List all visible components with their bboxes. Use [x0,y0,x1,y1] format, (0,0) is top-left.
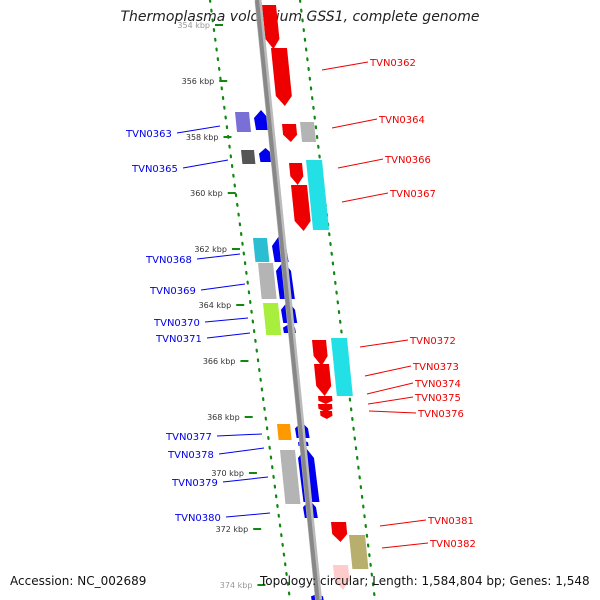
gene-label-reverse: TVN0373 [412,362,459,373]
reverse-arrow [289,163,304,185]
scale-tick-label: 368 kbp [207,413,240,422]
leader-line [182,159,229,169]
leader-line [204,317,249,323]
scale-tick-label: 358 kbp [186,133,219,142]
reverse-arrow [331,522,348,542]
gene-label-forward: TVN0370 [153,318,200,329]
gene-feature [263,303,282,335]
gene-feature [277,424,292,440]
scale-tick-label: 374 kbp [220,581,253,590]
leader-line [337,158,384,169]
leader-line [364,365,412,377]
gene-label-reverse: TVN0364 [378,115,425,126]
gene-features [235,5,369,600]
scale-ticks: 354 kbp 356 kbp 358 kbp 360 kbp 362 kbp 364 k… [177,21,266,590]
gene-feature [349,535,369,569]
leader-line [366,382,414,395]
gene-label-forward: TVN0368 [145,255,192,266]
gene-feature [331,338,353,396]
scale-tick-label: 364 kbp [199,301,232,310]
gene-feature [235,112,252,132]
accession-text: Accession: NC_002689 [10,574,147,588]
leader-line [218,447,265,455]
guide-line [298,0,377,600]
leader-line [379,519,427,527]
gene-labels: TVN0363 TVN0365 TVN0368 TVN0369 TVN0370 TVN03… [125,58,476,550]
genome-backbone [254,0,323,600]
forward-arrow [254,110,271,130]
gene-label-reverse: TVN0366 [384,155,431,166]
reverse-arrow [314,364,332,396]
guide-line [208,0,292,600]
gene-label-reverse: TVN0367 [389,189,436,200]
gene-label-forward: TVN0369 [149,286,196,297]
gene-label-reverse: TVN0375 [414,393,461,404]
map-title: Thermoplasma volcanium GSS1, complete ge… [120,9,480,25]
reverse-arrow [262,5,280,49]
reverse-arrow [312,340,328,366]
reverse-arrow [333,565,350,590]
gene-label-reverse: TVN0362 [369,58,416,69]
reverse-arrow [271,48,292,106]
leader-line [331,118,378,129]
scale-tick-label: 356 kbp [182,77,215,86]
gene-label-forward: TVN0380 [174,513,221,524]
leader-line [367,396,414,405]
leader-line [359,339,409,348]
leader-line [225,512,271,518]
reverse-arrow [318,404,333,412]
leader-line [206,332,251,339]
scale-tick-label: 370 kbp [211,469,244,478]
leader-line [176,125,221,134]
gene-label-forward: TVN0365 [131,164,178,175]
gene-label-reverse: TVN0374 [414,379,461,390]
leader-line [216,433,263,437]
gene-label-forward: TVN0379 [171,478,218,489]
gene-label-forward: TVN0378 [167,450,214,461]
gene-label-forward: TVN0377 [165,432,212,443]
guide-lines [208,0,377,600]
scale-tick-label: 354 kbp [177,21,210,30]
reverse-arrow [320,411,333,419]
reverse-arrow [282,124,298,142]
forward-arrow [259,148,274,162]
gene-label-forward: TVN0363 [125,129,172,140]
leader-line [196,253,241,260]
leader-line [341,192,389,203]
gene-label-reverse: TVN0372 [409,336,456,347]
backbone-line [255,0,320,600]
reverse-arrow [318,396,333,404]
gene-label-reverse: TVN0381 [427,516,474,527]
leader-line [381,542,429,549]
leader-line [222,476,269,483]
gene-feature [241,150,256,164]
topology-text: Topology: circular; Length: 1,584,804 bp… [260,574,590,588]
gene-feature [300,122,317,142]
scale-tick-label: 362 kbp [194,245,227,254]
scale-tick-label: 372 kbp [216,525,249,534]
gene-feature [253,238,270,262]
gene-feature [306,160,330,230]
gene-label-reverse: TVN0382 [429,539,476,550]
gene-label-forward: TVN0371 [155,334,202,345]
reverse-arrow [291,185,311,231]
gene-label-reverse: TVN0376 [417,409,464,420]
gene-feature [280,450,301,504]
leader-line [200,283,246,291]
leader-line [368,410,417,414]
leader-line [321,61,369,71]
gene-feature [258,263,277,299]
scale-tick-label: 366 kbp [203,357,236,366]
scale-tick-label: 360 kbp [190,189,223,198]
